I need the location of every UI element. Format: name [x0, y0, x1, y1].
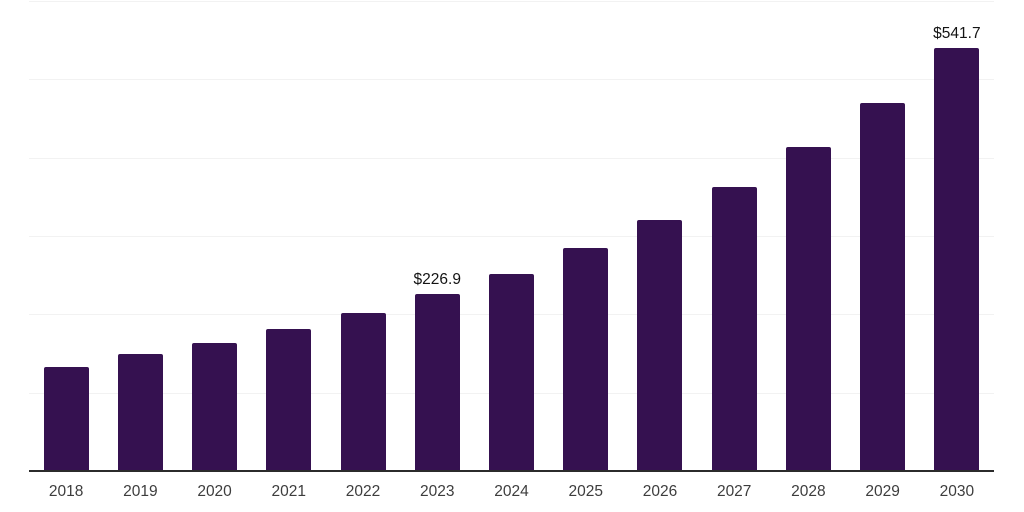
- x-axis-line: [29, 470, 994, 472]
- bar-2020: [192, 342, 238, 472]
- gridline-600: [29, 1, 994, 2]
- x-tick-2019: 2019: [123, 483, 158, 500]
- x-tick-2021: 2021: [271, 483, 307, 500]
- bar-2027: [711, 187, 757, 472]
- gridline-500: [29, 79, 994, 81]
- x-tick-2023: 2023: [420, 483, 455, 500]
- x-tick-2024: 2024: [494, 483, 529, 500]
- bar-2028: [785, 146, 831, 472]
- x-tick-2027: 2027: [716, 483, 752, 500]
- bar-2025: [563, 248, 609, 472]
- x-tick-2029: 2029: [865, 483, 900, 500]
- x-tick-2018: 2018: [48, 483, 84, 500]
- bar-2026: [637, 219, 683, 472]
- bar-2029: [860, 102, 906, 472]
- bar-2022: [340, 312, 386, 472]
- plot-area: $226.9 $541.7: [29, 0, 994, 472]
- bar-2019: [117, 353, 163, 472]
- x-tick-2030: 2030: [939, 483, 975, 500]
- gridline-400: [29, 157, 994, 159]
- bar-2023: [414, 294, 460, 472]
- bar-2024: [489, 274, 534, 472]
- x-tick-2020: 2020: [197, 483, 232, 500]
- x-axis-labels: 2018 2019 2020 2021 2022 2023 2024 2025 2026 2027…: [29, 482, 994, 506]
- bar-2021: [266, 329, 312, 472]
- x-tick-2026: 2026: [642, 483, 678, 500]
- x-tick-2025: 2025: [568, 483, 603, 500]
- bar-2030: [934, 47, 980, 472]
- gridline-300: [29, 236, 994, 237]
- value-label-2023: $226.9: [413, 271, 461, 289]
- x-tick-2028: 2028: [791, 483, 826, 500]
- x-tick-2022: 2022: [345, 483, 381, 500]
- value-label-2030: $541.7: [933, 24, 981, 42]
- bar-2018: [43, 367, 89, 472]
